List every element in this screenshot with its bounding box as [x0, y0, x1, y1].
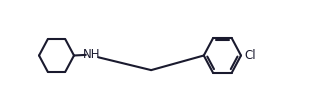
Text: Cl: Cl: [244, 49, 256, 62]
Text: NH: NH: [83, 48, 100, 61]
